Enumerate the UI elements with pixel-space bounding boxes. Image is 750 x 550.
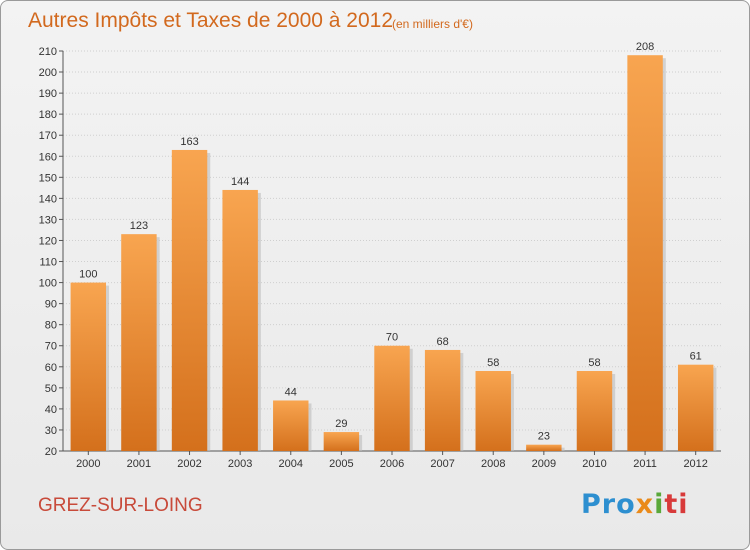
bar-value-label: 123 xyxy=(130,220,148,232)
bar-value-label: 144 xyxy=(231,176,249,188)
y-tick-label: 140 xyxy=(39,193,57,205)
bar xyxy=(627,55,663,452)
commune-name: GREZ-SUR-LOING xyxy=(38,495,203,516)
logo-part: Pro xyxy=(581,489,636,520)
chart-title: Autres Impôts et Taxes de 2000 à 2012 xyxy=(28,9,394,32)
bar xyxy=(323,432,360,451)
chart-subtitle: (en milliers d'€) xyxy=(392,17,473,31)
bar xyxy=(121,234,157,451)
bar-value-label: 100 xyxy=(79,269,97,281)
bar-value-label: 61 xyxy=(690,351,702,363)
bar-value-label: 163 xyxy=(180,136,198,148)
y-tick-label: 40 xyxy=(45,404,57,416)
y-tick-label: 170 xyxy=(39,130,57,142)
bar-value-label: 58 xyxy=(487,357,499,369)
bar xyxy=(70,282,107,451)
y-tick-label: 200 xyxy=(39,67,57,79)
bar-value-label: 58 xyxy=(588,357,600,369)
bar-value-label: 29 xyxy=(335,418,347,430)
bar xyxy=(475,371,511,451)
x-tick-label: 2005 xyxy=(329,458,353,470)
y-tick-label: 20 xyxy=(45,446,57,458)
y-tick-label: 60 xyxy=(45,362,57,374)
x-tick-label: 2011 xyxy=(633,458,657,470)
bar xyxy=(526,444,562,451)
bar xyxy=(273,400,309,451)
bar xyxy=(677,364,714,451)
bar xyxy=(171,149,208,451)
y-tick-label: 110 xyxy=(39,257,57,269)
y-tick-label: 30 xyxy=(45,425,57,437)
logo-part: ti xyxy=(664,489,689,520)
x-tick-label: 2001 xyxy=(127,458,151,470)
logo-part: x xyxy=(635,489,655,520)
bar xyxy=(576,371,613,451)
bar xyxy=(424,349,461,451)
x-tick-label: 2003 xyxy=(228,458,252,470)
x-tick-label: 2006 xyxy=(380,458,404,470)
x-tick-label: 2009 xyxy=(532,458,556,470)
x-tick-label: 2007 xyxy=(430,458,454,470)
bar-value-label: 23 xyxy=(538,431,550,443)
bar-value-label: 44 xyxy=(285,386,297,398)
y-tick-label: 120 xyxy=(39,235,57,247)
y-tick-label: 160 xyxy=(39,151,57,163)
x-tick-label: 2004 xyxy=(279,458,303,470)
y-tick-label: 150 xyxy=(39,172,57,184)
bar-value-label: 70 xyxy=(386,332,398,344)
y-tick-label: 70 xyxy=(45,341,57,353)
y-tick-label: 80 xyxy=(45,320,57,332)
bar xyxy=(222,189,258,451)
y-tick-label: 100 xyxy=(39,278,57,290)
bar-value-label: 208 xyxy=(636,41,654,53)
bar-value-label: 68 xyxy=(436,336,448,348)
x-tick-label: 2000 xyxy=(76,458,100,470)
x-tick-label: 2002 xyxy=(177,458,201,470)
proxiti-logo: Proxiti xyxy=(581,489,689,520)
y-tick-label: 180 xyxy=(39,109,57,121)
y-tick-label: 50 xyxy=(45,383,57,395)
x-tick-label: 2008 xyxy=(481,458,505,470)
y-tick-label: 130 xyxy=(39,214,57,226)
y-tick-label: 210 xyxy=(39,46,57,58)
logo-part: i xyxy=(654,489,665,520)
y-tick-label: 190 xyxy=(39,88,57,100)
x-tick-label: 2012 xyxy=(683,458,707,470)
x-tick-label: 2010 xyxy=(582,458,606,470)
y-tick-label: 90 xyxy=(45,299,57,311)
bar xyxy=(374,345,410,451)
